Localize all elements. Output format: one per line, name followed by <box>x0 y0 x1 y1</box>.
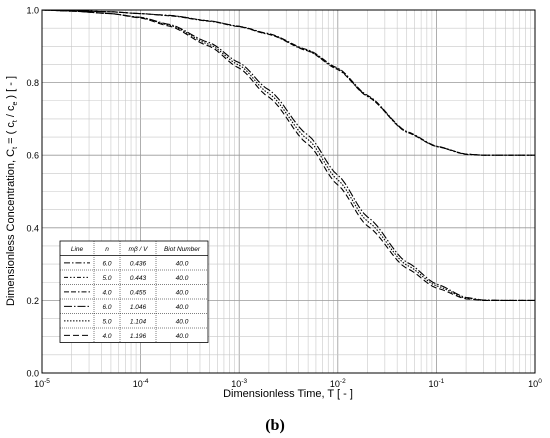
legend-cell: 40.0 <box>176 260 189 267</box>
legend-cell: 40.0 <box>176 333 189 340</box>
legend-cell: 4.0 <box>102 289 111 296</box>
y-tick-label: 1.0 <box>26 6 39 16</box>
subfigure-label: (b) <box>265 417 285 434</box>
legend-cell: 4.0 <box>102 333 111 340</box>
x-tick-label: 10-3 <box>231 378 247 389</box>
legend-header: mβ / V <box>129 246 149 253</box>
legend-cell: 0.455 <box>130 289 147 296</box>
legend-header: Line <box>71 246 84 253</box>
series-line-3 <box>41 9 535 156</box>
legend-cell: 40.0 <box>176 304 189 311</box>
y-tick-label: 0.8 <box>26 78 39 88</box>
y-tick-label: 0.4 <box>26 223 39 233</box>
y-axis-label: Dimensionless Concentration, Ct = ( ct /… <box>5 76 19 306</box>
legend-cell: 1.104 <box>130 318 147 325</box>
legend-cell: 40.0 <box>176 289 189 296</box>
legend-cell: 40.0 <box>176 318 189 325</box>
series-group <box>41 9 535 301</box>
y-tick-labels: 0.0 0.2 0.4 0.6 0.8 1.0 <box>26 6 39 379</box>
x-tick-labels: 10-5 10-4 10-3 10-2 10-1 100 <box>34 378 542 389</box>
legend-header: n <box>105 246 109 253</box>
y-tick-label: 0.6 <box>26 151 39 161</box>
legend-cell: 5.0 <box>102 275 111 282</box>
series-line-4 <box>41 9 535 301</box>
x-tick-label: 10-1 <box>429 378 445 389</box>
legend: Line n mβ / V Biot Number 6.0 0.436 40.0 5.0 0.4… <box>59 240 209 343</box>
legend-header: Biot Number <box>164 246 201 253</box>
x-axis-label: Dimensionless Time, T [ - ] <box>223 388 353 400</box>
x-tick-label: 10-4 <box>133 378 149 389</box>
x-tick-label: 10-5 <box>34 378 50 389</box>
series-line-5 <box>41 9 535 301</box>
legend-cell: 5.0 <box>102 318 111 325</box>
legend-cell: 0.443 <box>130 275 147 282</box>
y-tick-label: 0.0 <box>26 369 39 379</box>
y-tick-label: 0.2 <box>26 296 39 306</box>
legend-cell: 40.0 <box>176 275 189 282</box>
legend-cell: 6.0 <box>102 260 111 267</box>
legend-cell: 6.0 <box>102 304 111 311</box>
grid <box>41 10 535 373</box>
x-tick-label: 100 <box>528 378 542 389</box>
x-tick-label: 10-2 <box>330 378 346 389</box>
legend-cell: 1.046 <box>130 304 147 311</box>
legend-cell: 0.436 <box>130 260 147 267</box>
legend-cell: 1.196 <box>130 333 147 340</box>
plot-frame <box>41 9 536 374</box>
